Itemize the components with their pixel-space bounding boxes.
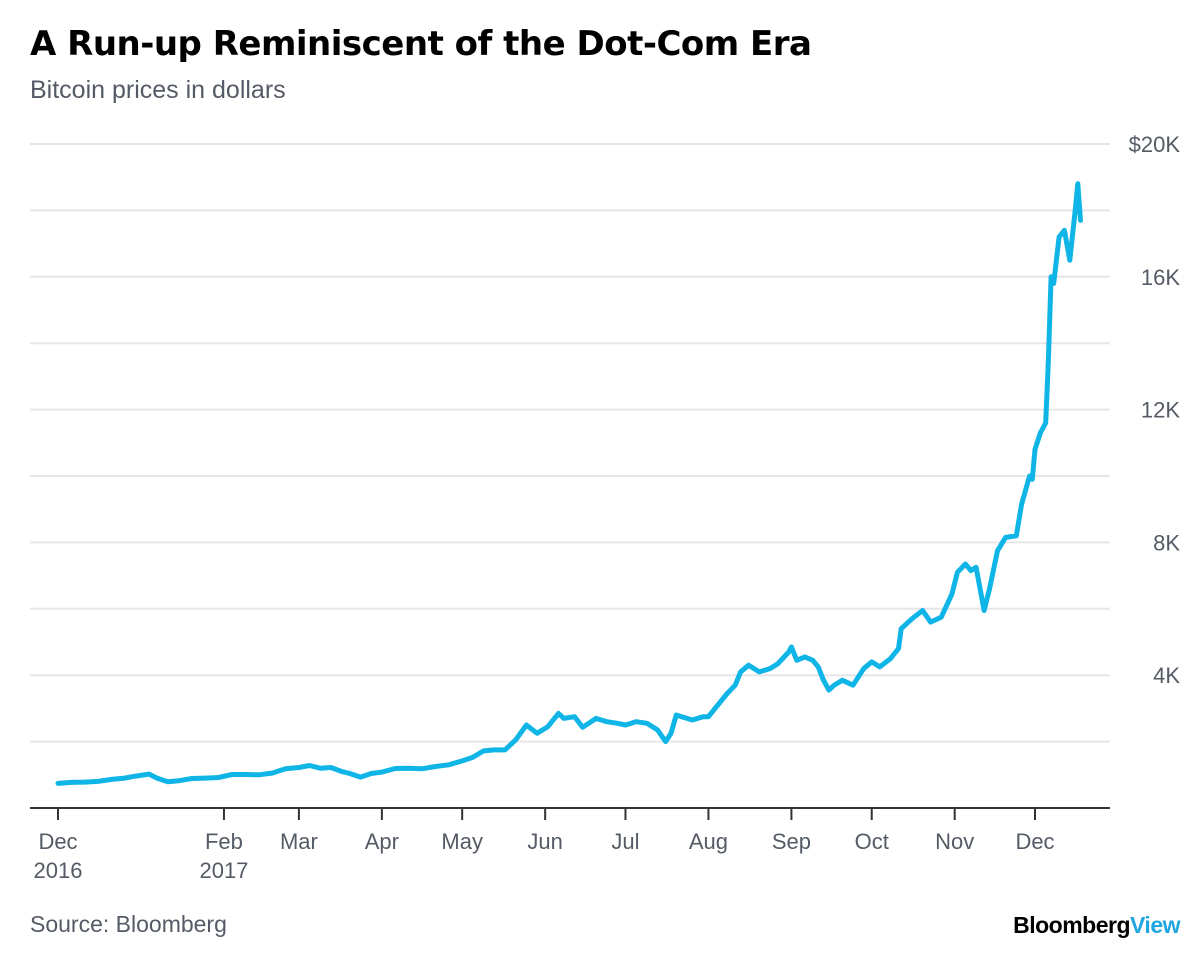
- x-tick-label: Dec: [1015, 829, 1054, 854]
- y-tick-label: 12K: [1141, 398, 1180, 423]
- grid-lines: [30, 143, 1110, 743]
- x-tick-label: Oct: [855, 829, 889, 854]
- x-tick-label: Mar: [280, 829, 318, 854]
- x-tick-label: Apr: [365, 829, 399, 854]
- chart-subtitle: Bitcoin prices in dollars: [30, 76, 286, 104]
- series-line-bitcoin-price: [55, 181, 1083, 786]
- x-tick-sublabel: 2017: [199, 858, 248, 883]
- y-tick-label: 4K: [1153, 663, 1180, 688]
- brand-logo-part2: View: [1130, 912, 1181, 938]
- y-tick-label: 8K: [1153, 530, 1180, 555]
- y-tick-label: $20K: [1129, 132, 1181, 157]
- brand-logo: BloombergView: [1013, 912, 1180, 939]
- x-tick-label: Nov: [935, 829, 974, 854]
- source-note: Source: Bloomberg: [30, 911, 227, 937]
- brand-logo-part1: Bloomberg: [1013, 912, 1130, 938]
- y-axis-ticks: 4K 8K 12K 16K $20K: [1129, 132, 1181, 688]
- x-tick-label: May: [441, 829, 483, 854]
- chart-title: A Run-up Reminiscent of the Dot-Com Era: [30, 24, 812, 64]
- x-tick-label: Sep: [772, 829, 811, 854]
- x-tick-label: Dec: [38, 829, 77, 854]
- x-tick-label: Jun: [527, 829, 562, 854]
- x-tick-label: Aug: [689, 829, 728, 854]
- x-tick-sublabel: 2016: [34, 858, 83, 883]
- x-axis-ticks: Dec 2016 Feb 2017 Mar Apr May Jun Jul Aug Sep Oct No…: [34, 808, 1055, 883]
- y-tick-label: 16K: [1141, 265, 1180, 290]
- x-tick-label: Jul: [611, 829, 639, 854]
- x-tick-label: Feb: [205, 829, 243, 854]
